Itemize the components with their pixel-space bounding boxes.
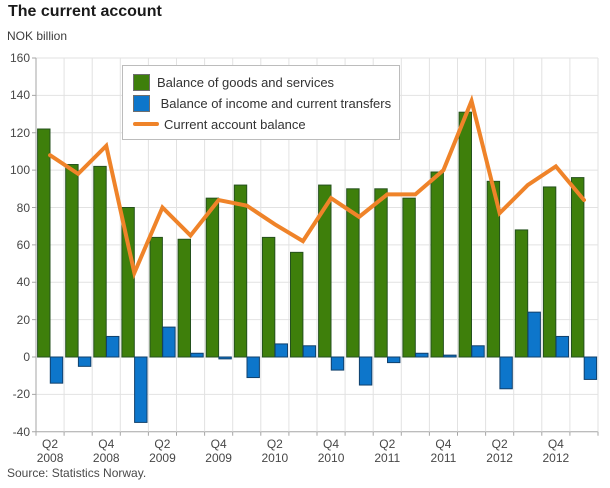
chart-title: The current account [8,3,162,20]
income-transfers-bar [527,311,541,358]
y-axis-unit-label: NOK billion [7,29,68,43]
y-tick-label: 0 [23,350,30,364]
income-transfers-bar [49,356,64,384]
goods-services-bar [121,207,135,358]
x-tick-label: Q2 2008 [36,437,64,465]
income-transfers-bar [190,352,204,358]
legend-item-income-transfers: Balance of income and current transfers [133,94,392,112]
x-tick-label: Q2 2011 [374,437,401,465]
y-tick-label: 40 [16,275,30,290]
legend-label-goods-services: Balance of goods and services [157,74,335,90]
x-tick-label: Q4 2012 [542,437,570,465]
income-transfers-bar [134,356,148,423]
goods-services-bar [177,238,192,358]
income-transfers-bar [106,335,120,358]
y-tick-label: 160 [9,51,30,65]
x-tick-label: Q4 2008 [92,437,120,465]
green-bar-swatch-icon [133,73,150,91]
x-tick-label: Q2 2009 [149,437,176,465]
goods-services-bar [318,184,332,358]
y-tick-label: -20 [12,387,30,402]
income-transfers-bar [218,356,232,360]
income-transfers-bar [443,354,457,358]
legend-label-income-transfers: Balance of income and current transfers [157,95,392,111]
goods-services-bar [402,197,416,358]
goods-services-bar [458,111,473,358]
income-transfers-bar [302,345,317,358]
income-transfers-bar [415,352,429,358]
x-tick-label: Q2 2012 [486,437,513,465]
income-transfers-bar [471,345,485,358]
legend-item-current-account: Current account balance [133,115,389,133]
legend-item-goods-services: Balance of goods and services [133,73,389,91]
goods-services-bar [93,165,107,358]
goods-services-bar [290,251,304,358]
income-transfers-bar [499,356,513,390]
orange-line-swatch-icon [133,122,159,126]
x-tick-label: Q4 2010 [317,437,345,465]
x-tick-label: Q4 2009 [205,437,232,465]
income-transfers-bar [77,356,92,367]
y-tick-label: 80 [16,200,30,215]
income-transfers-bar [555,335,569,358]
goods-services-bar [346,188,360,358]
income-transfers-bar [330,356,345,371]
y-tick-label: 120 [9,125,30,140]
goods-services-bar [37,128,51,358]
goods-services-bar [514,229,529,358]
y-tick-label: 20 [16,312,30,327]
source-credit: Source: Statistics Norway. [7,466,147,480]
income-transfers-bar [583,356,598,380]
blue-bar-swatch-icon [133,94,150,112]
goods-services-bar [430,171,444,358]
chart-legend: Balance of goods and services Balance of… [122,65,400,140]
legend-label-current-account: Current account balance [164,116,306,132]
income-transfers-bar [274,343,289,358]
goods-services-bar [542,186,557,358]
y-tick-label: 100 [9,163,30,178]
goods-services-bar [65,164,79,358]
x-tick-label: Q2 2010 [261,437,289,465]
goods-services-bar [233,184,248,358]
goods-services-bar [374,188,388,358]
income-transfers-bar [162,326,176,358]
y-tick-label: -40 [12,424,30,439]
current-account-line [48,94,586,280]
x-tick-label: Q4 2011 [430,437,457,465]
y-tick-label: 140 [9,88,30,103]
income-transfers-bar [358,356,373,386]
goods-services-bar [571,177,585,358]
income-transfers-bar [246,356,260,379]
goods-services-bar [261,236,276,358]
goods-services-bar [205,197,220,358]
income-transfers-bar [387,356,401,364]
goods-services-bar [149,236,163,358]
y-tick-label: 60 [16,237,30,252]
